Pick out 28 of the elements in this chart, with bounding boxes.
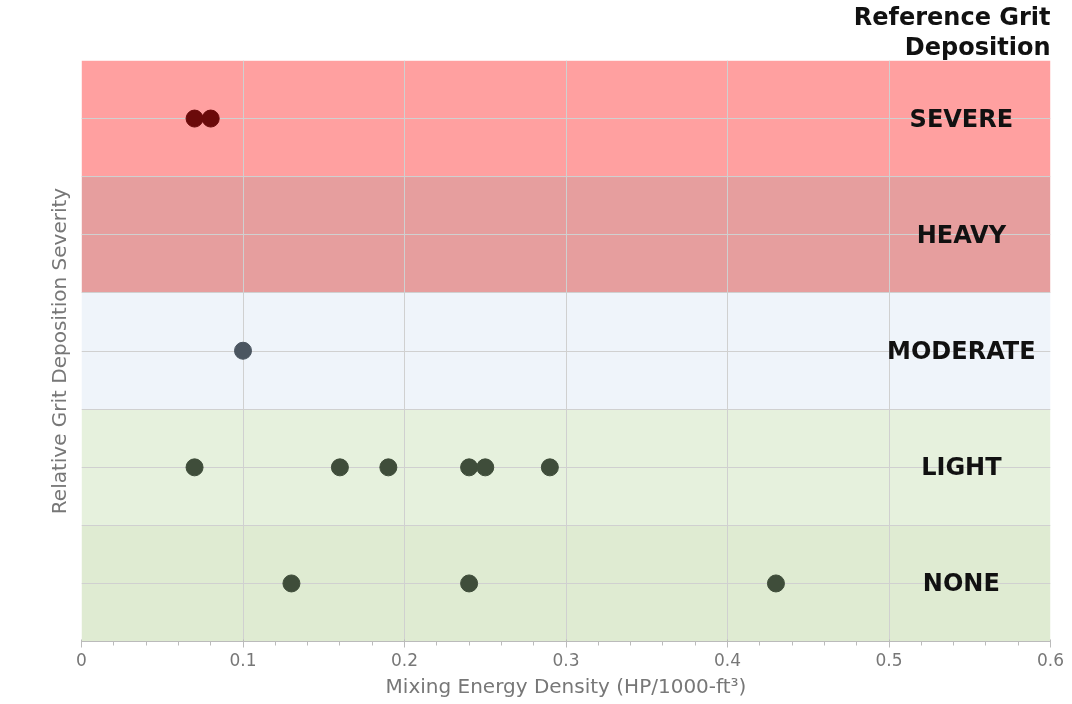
x-tick-label: 0.2	[390, 649, 419, 670]
band-label: LIGHT	[921, 453, 1003, 482]
band-label: SEVERE	[909, 104, 1014, 133]
band-label: NONE	[922, 569, 1000, 598]
point	[460, 574, 479, 593]
x-tick-label: 0.1	[229, 649, 257, 670]
band-label: MODERATE	[887, 337, 1036, 365]
x-tick-label: 0.6	[1036, 649, 1065, 670]
point	[234, 341, 252, 360]
point	[766, 574, 785, 593]
point	[540, 458, 559, 477]
text: Reference Grit	[853, 2, 1051, 31]
x-tick-label: 0.5	[875, 649, 903, 670]
x-tick-label: 0.4	[713, 649, 742, 670]
x-axis-title: Mixing Energy Density (HP/1000-ft³)	[385, 673, 747, 698]
point	[460, 458, 479, 477]
point	[282, 574, 301, 593]
text: Deposition	[904, 32, 1051, 61]
y-axis-title: Relative Grit Deposition Severity	[46, 187, 71, 515]
band-label: HEAVY	[916, 220, 1007, 249]
point	[330, 458, 349, 477]
x-tick-label: 0	[76, 649, 87, 670]
x-tick-label: 0.3	[552, 649, 580, 670]
point	[476, 458, 495, 477]
point	[185, 458, 204, 477]
point	[379, 458, 398, 477]
point	[185, 109, 204, 128]
point	[201, 109, 220, 128]
